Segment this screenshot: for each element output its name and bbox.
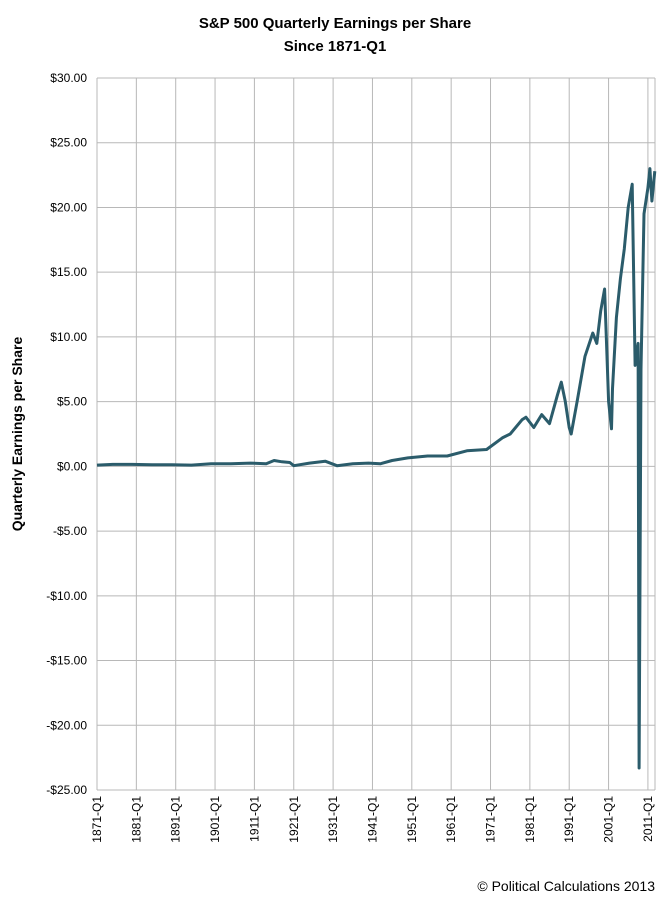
y-tick-label: $10.00 — [50, 330, 87, 344]
x-tick-label: 1931-Q1 — [326, 796, 340, 843]
chart-subtitle: Since 1871-Q1 — [284, 38, 387, 55]
x-tick-label: 1951-Q1 — [405, 796, 419, 843]
x-tick-label: 1941-Q1 — [365, 796, 379, 843]
x-tick-label: 1991-Q1 — [562, 796, 576, 843]
x-tick-label: 1971-Q1 — [484, 796, 498, 843]
x-tick-label: 1871-Q1 — [90, 796, 104, 843]
x-tick-label: 1961-Q1 — [444, 796, 458, 843]
y-tick-label: -$5.00 — [53, 524, 87, 538]
y-tick-label: $25.00 — [50, 136, 87, 150]
x-tick-label: 1901-Q1 — [208, 796, 222, 843]
y-tick-label: -$25.00 — [46, 783, 87, 797]
chart-title: S&P 500 Quarterly Earnings per Share — [199, 15, 471, 32]
copyright: © Political Calculations 2013 — [477, 878, 655, 894]
y-tick-label: $20.00 — [50, 200, 87, 214]
line — [96, 167, 657, 770]
x-tick-label: 1911-Q1 — [247, 796, 261, 842]
y-tick-label: -$10.00 — [46, 589, 87, 603]
x-tick-label: 1891-Q1 — [169, 796, 183, 843]
y-axis-title: Quarterly Earnings per Share — [9, 337, 25, 532]
x-tick-label: 2011-Q1 — [641, 796, 655, 842]
y-tick-label: $30.00 — [50, 71, 87, 85]
y-tick-label: $15.00 — [50, 265, 87, 279]
y-tick-label: $0.00 — [57, 459, 87, 473]
y-tick-label: $5.00 — [57, 395, 87, 409]
x-tick-label: 2001-Q1 — [602, 796, 616, 843]
y-tick-label: -$15.00 — [46, 654, 87, 668]
x-tick-label: 1881-Q1 — [129, 796, 143, 843]
x-tick-label: 1921-Q1 — [287, 796, 301, 843]
x-tick-label: 1981-Q1 — [523, 796, 537, 843]
y-tick-label: -$20.00 — [46, 718, 87, 732]
